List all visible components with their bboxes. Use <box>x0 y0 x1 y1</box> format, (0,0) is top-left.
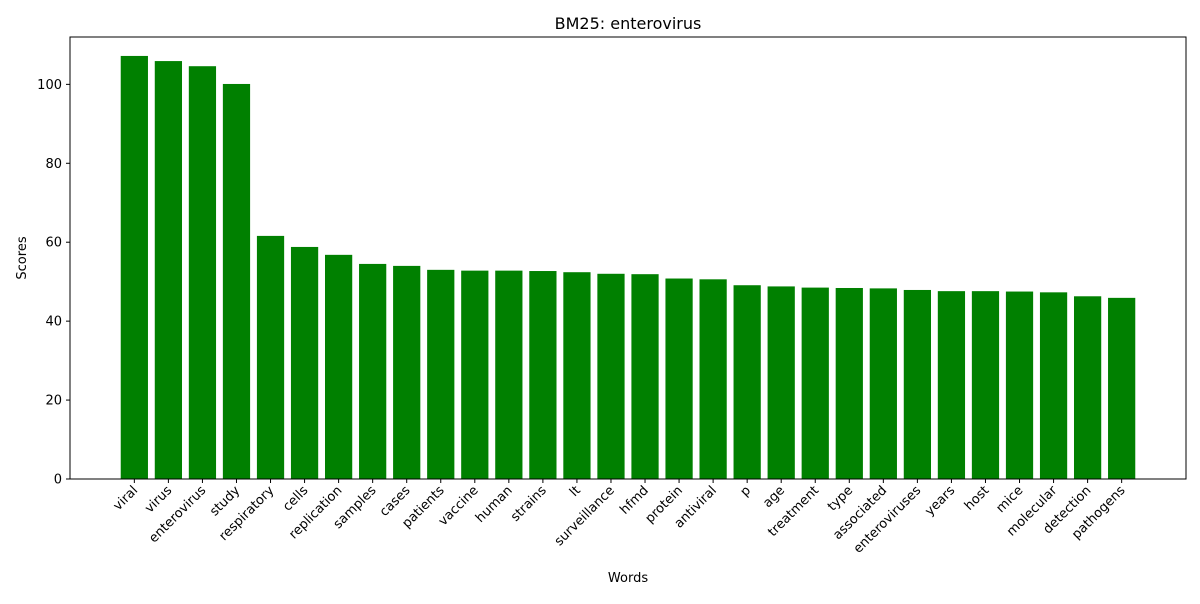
bar-type <box>835 287 863 479</box>
bar-protein <box>665 278 693 479</box>
bar-study <box>222 83 251 480</box>
bar-mice <box>1005 291 1034 479</box>
x-tick-label: lt <box>567 483 584 500</box>
bar-cases <box>393 265 421 479</box>
x-axis-label: Words <box>608 571 648 586</box>
bar-vaccine <box>461 270 489 479</box>
x-tick-label: strains <box>508 483 550 525</box>
bar-hfmd <box>631 274 659 479</box>
bar-lt <box>563 272 591 479</box>
x-tick-label: years <box>922 483 958 519</box>
bar-treatment <box>801 287 829 479</box>
bar-associated <box>869 288 897 479</box>
bar-patients <box>427 269 455 479</box>
bar-pathogens <box>1108 297 1136 479</box>
bar-enteroviruses <box>903 289 932 479</box>
bar-respiratory <box>256 235 285 479</box>
y-tick-label: 100 <box>37 78 62 93</box>
y-axis-label: Scores <box>15 236 30 279</box>
bar-years <box>937 291 966 479</box>
x-tick-label: type <box>825 483 856 514</box>
x-tick-label: surveillance <box>552 483 618 549</box>
bar-p <box>733 285 761 479</box>
y-tick-label: 0 <box>54 473 62 488</box>
bar-detection <box>1073 296 1102 479</box>
bar-cells <box>290 246 319 479</box>
bar-antiviral <box>699 279 727 479</box>
bar-viral <box>120 55 148 479</box>
bar-surveillance <box>597 273 625 479</box>
x-tick-label: age <box>760 483 788 511</box>
bar-virus <box>154 61 183 480</box>
bar-host <box>971 291 1000 479</box>
y-tick-label: 20 <box>45 394 62 409</box>
y-tick-label: 40 <box>45 315 62 330</box>
y-tick-label: 80 <box>45 157 62 172</box>
bar-samples <box>359 263 387 479</box>
y-tick-label: 60 <box>45 236 62 251</box>
bar-replication <box>324 254 353 479</box>
x-tick-label: host <box>962 483 992 513</box>
bar-enterovirus <box>188 66 217 479</box>
x-tick-label: cells <box>280 483 311 514</box>
bar-strains <box>529 271 557 479</box>
bar-molecular <box>1039 292 1068 479</box>
x-tick-label: p <box>738 483 754 499</box>
bars-group <box>120 55 1136 480</box>
bar-human <box>495 270 523 479</box>
chart-title: BM25: enterovirus <box>555 14 702 33</box>
bar-age <box>767 286 795 479</box>
y-axis: 0 20 40 60 80 100 <box>37 78 70 488</box>
x-tick-label: viral <box>111 483 142 514</box>
plot-frame <box>69 36 1187 480</box>
x-tick-label: human <box>473 483 516 526</box>
